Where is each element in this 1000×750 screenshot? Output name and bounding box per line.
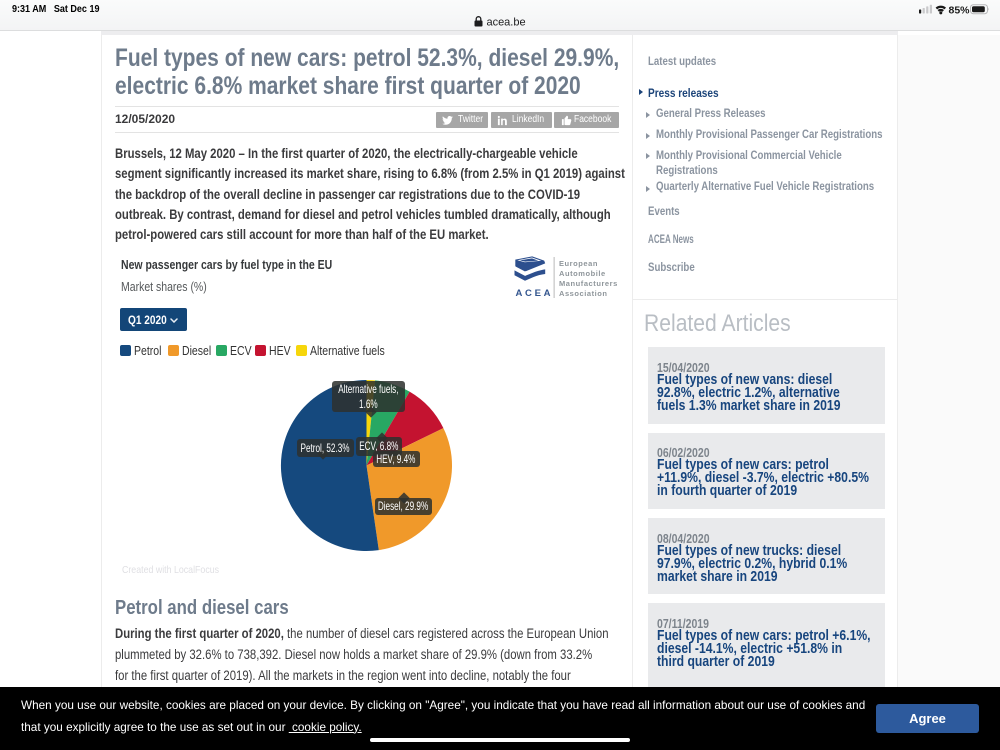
svg-text:85%: 85% — [949, 5, 971, 16]
svg-text:ACEA: ACEA — [516, 288, 554, 299]
svg-text:European: European — [559, 259, 598, 268]
svg-text:Automobile: Automobile — [559, 269, 606, 278]
svg-text:Association: Association — [559, 289, 608, 298]
svg-text:Manufacturers: Manufacturers — [559, 279, 618, 288]
